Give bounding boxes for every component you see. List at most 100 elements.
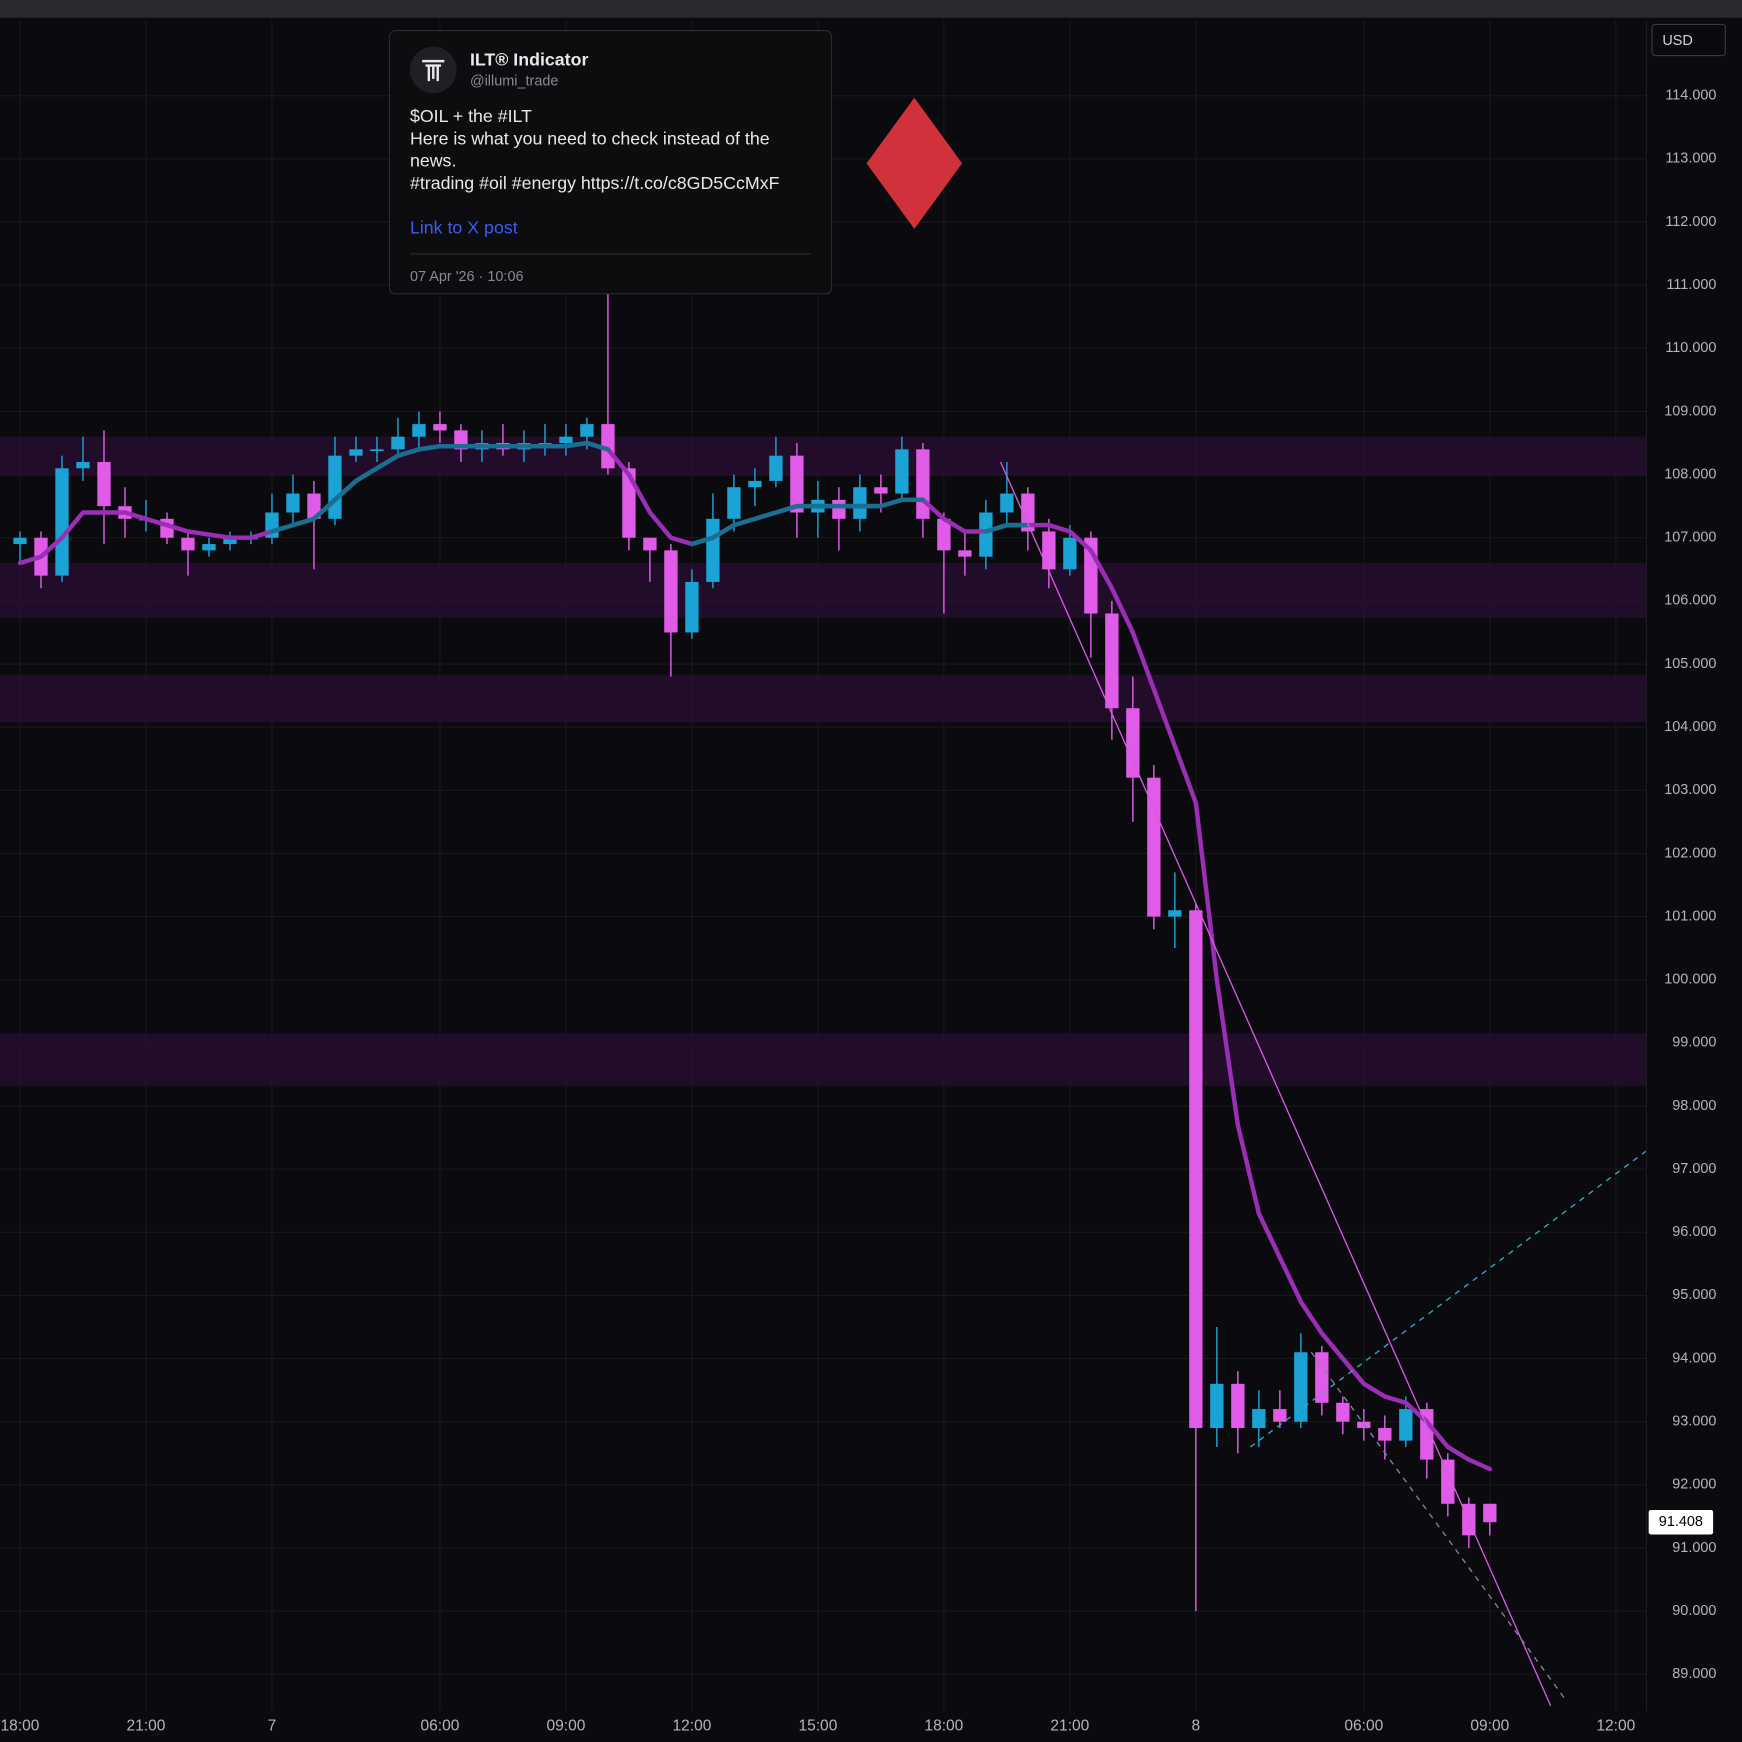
- candle-body: [559, 436, 573, 444]
- candle-body: [1399, 1409, 1413, 1441]
- y-tick-label: 103.000: [1664, 782, 1716, 798]
- post-body: $OIL + the #ILT Here is what you need to…: [410, 107, 811, 196]
- y-tick-label: 93.000: [1672, 1414, 1716, 1430]
- candle-body: [1483, 1503, 1497, 1523]
- candle-body: [1063, 537, 1077, 570]
- candle-body: [223, 537, 237, 545]
- post-line: #trading #oil #energy https://t.co/c8GD5…: [409, 174, 780, 194]
- y-tick-label: 101.000: [1664, 908, 1716, 924]
- x-tick-label: 09:00: [1470, 1718, 1509, 1735]
- y-tick-label: 100.000: [1664, 972, 1716, 988]
- candle-body: [916, 449, 930, 519]
- y-tick-label: 108.000: [1664, 466, 1716, 482]
- candle-body: [1000, 493, 1014, 513]
- post-card: ILT® Indicator @illumi_trade $OIL + the …: [388, 29, 833, 295]
- y-tick-label: 112.000: [1665, 214, 1716, 230]
- y-tick-label: 97.000: [1672, 1161, 1716, 1177]
- candle-body: [643, 537, 657, 551]
- x-tick-label: 21:00: [1050, 1718, 1089, 1735]
- avatar-logo: [422, 59, 445, 82]
- avatar: [409, 46, 457, 94]
- trend-line: [999, 461, 1552, 1707]
- x-tick-label: 09:00: [546, 1718, 585, 1735]
- candle-body: [790, 455, 804, 513]
- candle-body: [1126, 708, 1140, 778]
- zone: [0, 436, 1647, 476]
- candle-body: [1105, 613, 1119, 709]
- candle-body: [580, 424, 594, 437]
- candles: [13, 291, 1497, 1612]
- candle-body: [1168, 910, 1182, 917]
- candle-body: [769, 455, 783, 481]
- x-tick-label: 21:00: [127, 1718, 166, 1735]
- post-date: 07 Apr '26 · 10:06: [409, 253, 812, 287]
- candle-body: [202, 544, 216, 551]
- y-tick-label: 92.000: [1672, 1477, 1716, 1493]
- y-tick-label: 107.000: [1664, 530, 1716, 546]
- candle-body: [895, 449, 909, 494]
- candle-body: [307, 493, 321, 519]
- candle-body: [685, 581, 699, 633]
- zone: [0, 674, 1647, 723]
- candle-body: [181, 537, 195, 551]
- y-tick-label: 111.000: [1666, 277, 1716, 293]
- trend-line: [1250, 1149, 1648, 1448]
- candle-body: [601, 424, 615, 469]
- candle-body: [391, 436, 405, 450]
- y-tick-label: 95.000: [1672, 1287, 1716, 1303]
- candle-body: [853, 487, 867, 519]
- x-tick-label: 12:00: [1596, 1718, 1635, 1735]
- candle-body: [937, 518, 951, 551]
- y-tick-label: 104.000: [1664, 719, 1716, 735]
- axis: 89.000 90.000 91.000 92.000 93.000 94.000 95.0…: [1, 19, 1716, 1735]
- candle-body: [13, 537, 27, 545]
- post-header: ILT® Indicator @illumi_trade: [409, 46, 811, 94]
- candle-body: [958, 550, 972, 557]
- candle-body: [349, 449, 363, 456]
- y-tick-label: 94.000: [1672, 1350, 1716, 1366]
- diamond-marker: [866, 97, 963, 229]
- candle-body: [55, 468, 69, 576]
- y-tick-label: 90.000: [1672, 1603, 1716, 1619]
- candle-body: [433, 424, 447, 431]
- x-tick-label: 7: [268, 1718, 277, 1735]
- post-link[interactable]: Link to X post: [409, 218, 518, 238]
- post-handle: @illumi_trade: [469, 72, 559, 89]
- x-tick-label: 06:00: [420, 1718, 459, 1735]
- y-tick-label: 109.000: [1664, 403, 1716, 419]
- currency-label: USD: [1662, 33, 1692, 49]
- candle-body: [1210, 1383, 1224, 1429]
- candle-body: [1336, 1402, 1350, 1422]
- candle-body: [706, 518, 720, 582]
- top-bar: [0, 0, 1742, 18]
- candle-body: [1315, 1352, 1329, 1403]
- candle-body: [1273, 1409, 1287, 1422]
- candle-body: [412, 424, 426, 437]
- candle-body: [1021, 493, 1035, 532]
- zone: [0, 563, 1647, 618]
- candle-body: [370, 449, 384, 452]
- currency-box[interactable]: [1651, 23, 1726, 57]
- candle-body: [748, 480, 762, 488]
- candle-body: [979, 512, 993, 557]
- post-tooltip: ILT® Indicator @illumi_trade $OIL + the …: [388, 29, 833, 295]
- candle-body: [1189, 910, 1203, 1429]
- x-tick-label: 8: [1192, 1718, 1201, 1735]
- x-tick-label: 06:00: [1344, 1718, 1383, 1735]
- y-tick-label: 102.000: [1664, 845, 1716, 861]
- candle-body: [1420, 1409, 1434, 1460]
- candle-body: [664, 550, 678, 633]
- y-tick-label: 99.000: [1672, 1035, 1716, 1051]
- last-price-label: 91.408: [1659, 1514, 1703, 1530]
- candle-body: [538, 443, 552, 445]
- x-tick-label: 18:00: [924, 1718, 963, 1735]
- zone: [0, 1033, 1647, 1086]
- candle-body: [832, 499, 846, 519]
- x-tick-label: 12:00: [672, 1718, 711, 1735]
- moving-average: [269, 440, 1031, 547]
- candle-body: [1147, 777, 1161, 917]
- y-tick-label: 110.000: [1665, 340, 1716, 356]
- candle-body: [97, 461, 111, 507]
- zones: [0, 436, 1647, 1086]
